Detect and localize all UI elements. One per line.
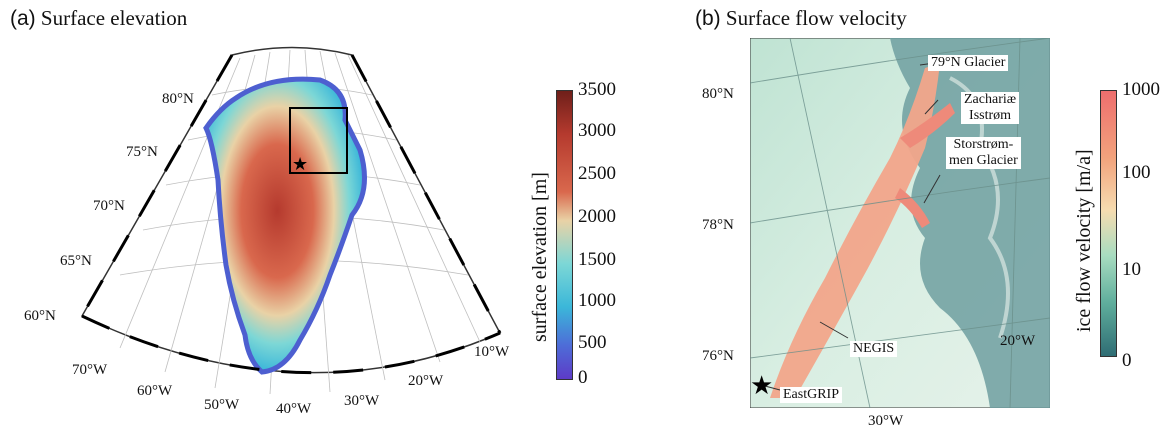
lat-label-70n: 70°N <box>93 198 125 214</box>
elev-tick-500: 500 <box>578 332 607 353</box>
eastgrip-star-a: ★ <box>292 154 308 175</box>
study-area-box <box>289 107 348 174</box>
storstrommen-ice-stream <box>895 188 930 228</box>
annotation-storstrommen-line1: Storstrøm- <box>953 137 1014 152</box>
lon-label-30w: 30°W <box>344 393 380 409</box>
annotation-79n-glacier: 79°N Glacier <box>928 55 1009 71</box>
lon-label-10w: 10°W <box>474 344 510 360</box>
lat-label-b-78n: 78°N <box>702 217 734 233</box>
velocity-colorbar-title: ice flow velocity [m/a] <box>1073 149 1095 332</box>
annotation-eastgrip: EastGRIP <box>780 387 842 403</box>
greenland-elevation-map: ★ <box>80 46 502 395</box>
elevation-colorbar <box>556 90 573 380</box>
elev-tick-2000: 2000 <box>578 206 616 227</box>
greenland-ice-sheet <box>203 76 367 375</box>
flow-velocity-map: ★ <box>750 38 1050 408</box>
lon-label-20w: 20°W <box>408 373 444 389</box>
lon-label-40w: 40°W <box>276 401 312 417</box>
velocity-tick-100: 100 <box>1122 162 1151 183</box>
lat-label-75n: 75°N <box>126 144 158 160</box>
lon-label-70w: 70°W <box>72 362 108 378</box>
lat-label-60n: 60°N <box>24 308 56 324</box>
panel-a-letter: (a) <box>10 7 36 30</box>
panel-b: (b) Surface flow velocity <box>690 0 1173 437</box>
annotation-zachariae: Zachariæ Isstrøm <box>961 92 1020 124</box>
elev-tick-2500: 2500 <box>578 163 616 184</box>
velocity-tick-0: 0 <box>1122 350 1132 371</box>
elev-tick-1500: 1500 <box>578 249 616 270</box>
panel-a-title: (a) Surface elevation <box>10 6 187 31</box>
annotation-storstrommen: Storstrøm- men Glacier <box>946 137 1021 169</box>
zachariae-ice-stream <box>900 103 955 148</box>
lat-label-65n: 65°N <box>60 253 92 269</box>
velocity-tick-1000: 1000 <box>1122 79 1160 100</box>
lon-label-b-30w: 30°W <box>868 413 904 429</box>
elev-tick-3500: 3500 <box>578 79 616 100</box>
annotation-zachariae-line1: Zachariæ <box>964 92 1017 107</box>
negis-ice-stream <box>770 63 940 398</box>
elev-tick-1000: 1000 <box>578 290 616 311</box>
annotation-storstrommen-line2: men Glacier <box>949 153 1018 168</box>
panel-b-title-text: Surface flow velocity <box>725 6 907 30</box>
panel-a: (a) Surface elevation <box>10 6 616 417</box>
velocity-tick-10: 10 <box>1122 259 1141 280</box>
panel-b-title: (b) Surface flow velocity <box>695 6 907 31</box>
lon-label-b-20w: 20°W <box>1000 333 1036 349</box>
lon-label-50w: 50°W <box>204 397 240 413</box>
annotation-zachariae-line2: Isstrøm <box>969 108 1012 123</box>
eastgrip-star-b: ★ <box>750 371 773 401</box>
panel-b-letter: (b) <box>695 7 721 30</box>
lat-label-b-80n: 80°N <box>702 86 734 102</box>
annotation-negis: NEGIS <box>850 341 898 357</box>
panel-a-title-text: Surface elevation <box>40 6 188 30</box>
velocity-colorbar <box>1100 90 1117 357</box>
elev-tick-3000: 3000 <box>578 120 616 141</box>
elev-tick-0: 0 <box>578 367 588 388</box>
lon-label-60w: 60°W <box>137 383 173 399</box>
elevation-colorbar-title: surface elevation [m] <box>529 172 551 342</box>
lat-label-80n: 80°N <box>162 91 194 107</box>
lat-label-b-76n: 76°N <box>702 348 734 364</box>
